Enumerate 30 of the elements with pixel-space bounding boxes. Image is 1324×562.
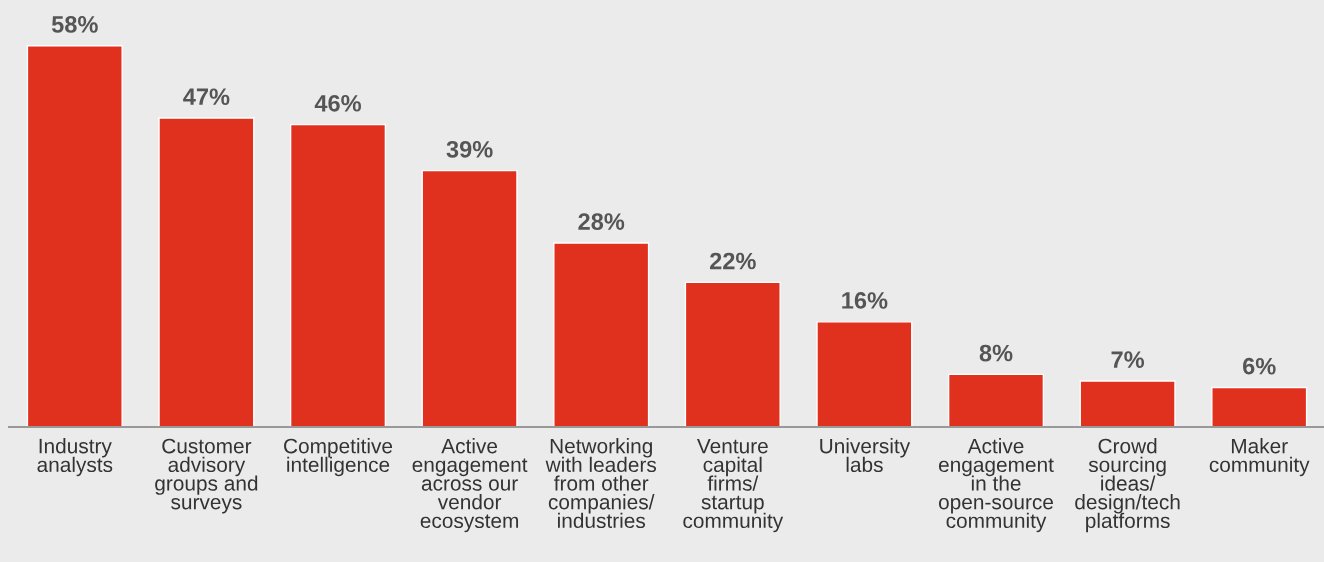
x-tick-label: Competitive intelligence (284, 438, 393, 477)
bar (158, 117, 255, 427)
x-tick-label: Active engagement in the open-source community (938, 438, 1054, 533)
x-tick-label: Industry analysts (37, 438, 113, 477)
bar (684, 281, 781, 427)
x-tick-label: Customer advisory groups and surveys (155, 438, 258, 514)
data-label: 22% (709, 252, 756, 270)
data-label: 58% (51, 16, 98, 33)
x-tick-label: Active engagement across our vendor ecosystem (412, 438, 528, 533)
bar (26, 45, 123, 427)
bar (553, 242, 650, 427)
x-tick-label: Crowd sourcing ideas/ design/tech platforms (1075, 438, 1180, 533)
bar (1211, 386, 1308, 427)
x-tick-label: Networking with leaders from other companies/ industries (545, 438, 657, 529)
x-tick-label: Venture capital firms/ startup community (683, 438, 784, 533)
bar (816, 321, 913, 427)
bar (421, 169, 518, 427)
data-label: 8% (979, 344, 1013, 362)
data-label: 47% (183, 88, 230, 106)
x-tick-label: University labs (820, 438, 911, 473)
data-label: 46% (314, 94, 362, 112)
bar (947, 373, 1045, 427)
bar (289, 123, 387, 427)
x-tick-label: Maker community (1209, 438, 1310, 477)
data-label: 7% (1111, 351, 1145, 368)
data-label: 6% (1243, 357, 1276, 375)
data-label: 39% (446, 140, 493, 158)
data-label: 28% (578, 213, 625, 230)
bar (1079, 380, 1176, 427)
data-label: 16% (842, 292, 888, 309)
